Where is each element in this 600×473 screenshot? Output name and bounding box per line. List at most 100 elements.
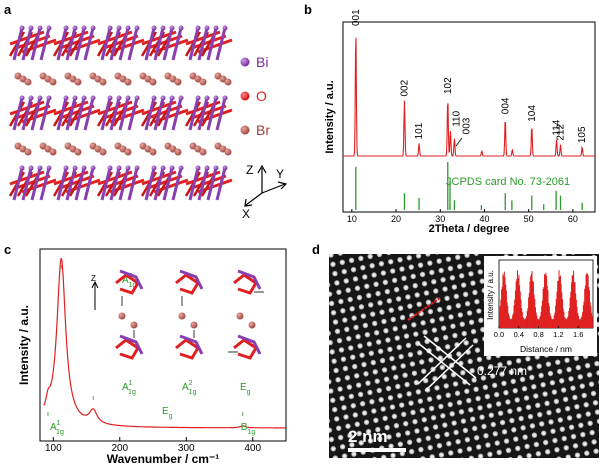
bi-atom xyxy=(151,25,157,31)
bi-atom xyxy=(19,95,25,101)
raman-plot-frame xyxy=(39,248,287,442)
legend-label-o: O xyxy=(256,88,267,104)
bi-atom-icon xyxy=(240,57,250,67)
bi-atom xyxy=(46,25,52,31)
legend-o: O xyxy=(240,88,267,104)
inset-x-tick-label: 1.2 xyxy=(553,330,563,339)
o-bond xyxy=(197,38,233,54)
scale-bar xyxy=(348,448,406,452)
raman-peak-label-text: B1g xyxy=(241,422,256,436)
bi-atom xyxy=(37,25,43,31)
mode-label: Eg xyxy=(240,382,251,396)
mode-label-symbol: E xyxy=(240,382,247,393)
bi-bond xyxy=(100,27,112,61)
bi-bond xyxy=(74,27,86,61)
crystal-structure xyxy=(8,25,233,201)
bi-bond xyxy=(144,97,156,131)
bi-bond xyxy=(21,97,33,131)
vibration-mode-diagrams: A1 1g A2 1g Eg xyxy=(115,269,264,396)
panel-letter-d: d xyxy=(312,242,320,257)
raman-peak-label-subscript: 1g xyxy=(129,282,137,289)
bi-bond xyxy=(65,97,77,131)
bi-atom xyxy=(116,165,122,171)
br-atom xyxy=(199,148,207,156)
bi-atom xyxy=(90,25,96,31)
br-atom xyxy=(224,148,232,156)
legend-label-bi: Bi xyxy=(256,54,268,70)
bi-bond xyxy=(118,27,130,61)
raman-peak-label-symbol: E xyxy=(162,406,169,417)
mode-br-atom xyxy=(130,321,138,329)
bi-bond xyxy=(215,167,227,201)
bi-bond xyxy=(144,167,156,201)
xrd-peak-label: 001 xyxy=(351,9,362,26)
o-atom-icon xyxy=(240,91,250,101)
bi-atom xyxy=(213,165,219,171)
bi-bond xyxy=(188,97,200,131)
bi-bond xyxy=(65,27,77,61)
mode-label-subscript: g xyxy=(247,389,251,396)
bi-bond xyxy=(12,167,24,201)
line-profile-inset: 0.0 0.4 0.8 1.2 1.6 Intensity / a.u. Distanc… xyxy=(484,256,597,356)
bi-bond xyxy=(215,27,227,61)
bi-bond xyxy=(162,27,174,61)
x-axis-arrow xyxy=(245,192,263,206)
bi-atom xyxy=(90,165,96,171)
line-profile-marker xyxy=(407,297,441,321)
jcpds-reference-lines xyxy=(355,162,583,210)
bi-bond xyxy=(153,97,165,131)
bi-atom xyxy=(213,25,219,31)
y-arrowhead-icon xyxy=(277,181,288,190)
xrd-peak-label: 110 xyxy=(451,110,462,126)
raman-peak-label-subscript: g xyxy=(169,413,173,420)
bi-bond xyxy=(206,167,218,201)
mode-br-atom xyxy=(178,312,186,320)
x-axis-label: X xyxy=(242,207,250,221)
br-atom xyxy=(99,78,107,86)
bi-atom xyxy=(222,165,228,171)
z-direction-indicator: Z xyxy=(91,274,99,310)
z-direction-label: Z xyxy=(91,274,96,283)
bi-bond xyxy=(171,167,183,201)
o-bond xyxy=(153,38,189,54)
bi-bond xyxy=(83,97,95,131)
bi-atom xyxy=(160,165,166,171)
br-atom xyxy=(49,78,57,86)
bi-atom xyxy=(72,165,78,171)
bi-atom xyxy=(81,165,87,171)
raman-x-tick-label: 100 xyxy=(45,443,62,454)
structure-legend: Bi O Br xyxy=(240,54,270,138)
bi-bond xyxy=(109,97,121,131)
bi-bond xyxy=(144,27,156,61)
bi-bond xyxy=(21,27,33,61)
br-atom xyxy=(24,148,32,156)
mode-label-superscript: 2 xyxy=(189,380,193,387)
bi-atom xyxy=(107,25,113,31)
bi-bond xyxy=(188,167,200,201)
inset-x-tick-label: 0.4 xyxy=(514,330,524,339)
xrd-peak-label: 104 xyxy=(527,105,538,122)
mode-label-symbol: A xyxy=(182,382,189,393)
inset-x-tick-label: 0.8 xyxy=(533,330,543,339)
br-atom xyxy=(149,78,157,86)
bi-atom xyxy=(178,95,184,101)
raman-peak-label: B1g xyxy=(241,422,256,436)
bi-bond xyxy=(197,167,209,201)
o-bond xyxy=(153,108,189,124)
bi-atom xyxy=(37,95,43,101)
bi-atom xyxy=(19,25,25,31)
bi-bond xyxy=(83,27,95,61)
mode-bi-framework xyxy=(119,269,144,290)
bi-atom xyxy=(125,25,131,31)
xrd-peak-label: 003 xyxy=(461,117,472,134)
raman-x-axis-title: Wavenumber / cm⁻¹ xyxy=(107,452,220,466)
bi-atom xyxy=(222,95,228,101)
xrd-x-tick-label: 50 xyxy=(524,214,534,224)
raman-peak-label-symbol: A xyxy=(122,275,129,286)
panel-a: a Bi O Br Z Y X xyxy=(4,2,288,221)
bi-atom xyxy=(125,165,131,171)
bi-bond xyxy=(127,97,139,131)
panel-letter-c: c xyxy=(4,242,11,257)
br-atom xyxy=(174,148,182,156)
bi-bond xyxy=(153,167,165,201)
